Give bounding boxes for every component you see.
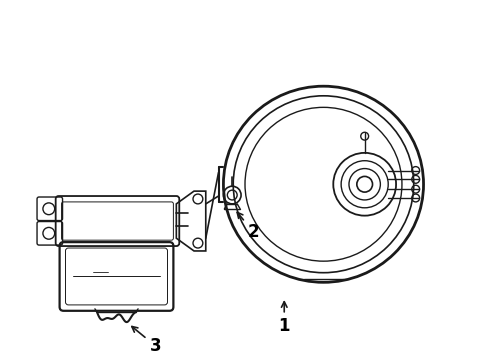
Text: 2: 2 xyxy=(237,212,260,241)
Text: 1: 1 xyxy=(278,302,290,336)
Text: 3: 3 xyxy=(132,327,162,355)
